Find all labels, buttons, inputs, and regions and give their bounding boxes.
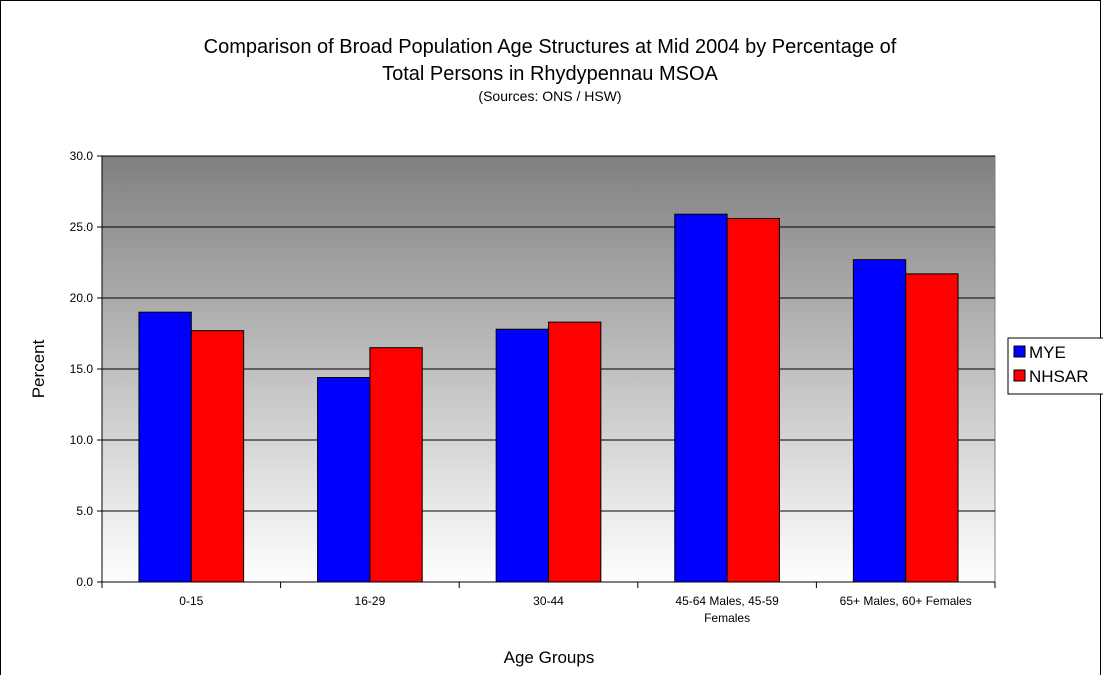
legend: MYE NHSAR bbox=[1007, 337, 1103, 395]
x-tick-labels: 0-15 16-29 30-44 45-64 Males, 45-59 Females 6… bbox=[179, 594, 971, 625]
y-tick-label: 15.0 bbox=[70, 362, 94, 376]
x-tick-label: 30-44 bbox=[533, 594, 564, 608]
y-tick-label: 0.0 bbox=[76, 575, 93, 589]
legend-label-nhsar: NHSAR bbox=[1029, 367, 1089, 386]
bar-mye-0 bbox=[138, 311, 192, 583]
y-tick-labels: 0.0 5.0 10.0 15.0 20.0 25.0 30.0 bbox=[70, 149, 94, 589]
x-axis-title: Age Groups bbox=[504, 648, 595, 667]
chart-title-line2: Total Persons in Rhydypennau MSOA bbox=[382, 63, 718, 85]
y-tick-label: 25.0 bbox=[70, 220, 94, 234]
gridlines bbox=[102, 155, 995, 512]
bar-nhsar-4 bbox=[905, 273, 959, 583]
x-tick-label: 0-15 bbox=[179, 594, 203, 608]
chart-subtitle: (Sources: ONS / HSW) bbox=[478, 88, 621, 104]
x-tick-label: 65+ Males, 60+ Females bbox=[840, 594, 972, 608]
x-tick-label: 45-64 Males, 45-59 Females bbox=[675, 594, 779, 625]
legend-swatch-mye bbox=[1013, 345, 1026, 358]
bar-nhsar-0 bbox=[190, 330, 245, 583]
bar-nhsar-2 bbox=[548, 321, 602, 583]
y-axis-title: Percent bbox=[29, 339, 48, 398]
bars-group bbox=[138, 213, 959, 583]
legend-swatch-nhsar bbox=[1013, 369, 1026, 382]
bar-nhsar-3 bbox=[726, 217, 780, 583]
y-tick-label: 5.0 bbox=[76, 504, 93, 518]
legend-label-mye: MYE bbox=[1029, 343, 1066, 362]
y-tick-label: 20.0 bbox=[70, 291, 94, 305]
axes-group bbox=[97, 155, 996, 588]
bar-mye-1 bbox=[317, 377, 371, 583]
x-tick-label: 16-29 bbox=[355, 594, 386, 608]
chart-title-line1: Comparison of Broad Population Age Struc… bbox=[204, 36, 897, 58]
bar-mye-3 bbox=[674, 213, 728, 583]
bar-mye-2 bbox=[495, 328, 549, 583]
y-tick-label: 30.0 bbox=[70, 149, 94, 163]
bar-nhsar-1 bbox=[369, 347, 423, 583]
y-tick-label: 10.0 bbox=[70, 433, 94, 447]
bar-mye-4 bbox=[852, 259, 907, 583]
